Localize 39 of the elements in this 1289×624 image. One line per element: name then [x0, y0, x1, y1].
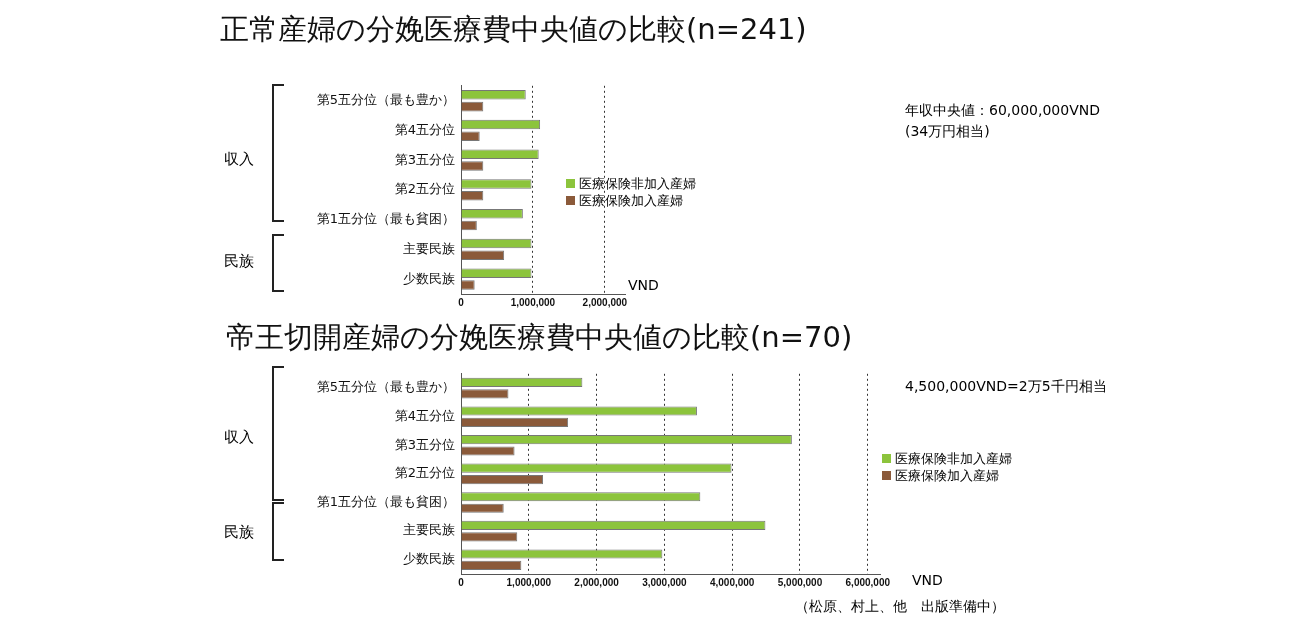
x-axis-title: VND [912, 571, 943, 590]
y-tick-label: 第3五分位 [394, 436, 455, 452]
text: 民族 [224, 523, 254, 542]
legend-label: 医療保険加入産婦 [578, 192, 684, 209]
y-tick-label: 第1五分位（最も貧困） [316, 211, 455, 227]
text: 年収中央値：60,000,000VND (34万円相当) [905, 101, 1100, 141]
x-axis-title: VND [628, 276, 659, 295]
y-tick-label: 第4五分位 [394, 121, 455, 137]
x-tick-label: 0 [458, 576, 465, 588]
x-tick-label: 5,000,000 [777, 576, 823, 588]
y-tick-label: 主要民族 [403, 240, 455, 256]
text: 収入 [224, 428, 254, 447]
x-tick-label: 1,000,000 [506, 576, 552, 588]
x-tick-label: 3,000,000 [642, 576, 688, 588]
x-tick-label: 2,000,000 [582, 296, 628, 308]
y-tick-label: 主要民族 [403, 522, 455, 538]
text: 民族 [224, 252, 254, 271]
x-tick-label: 4,000,000 [709, 576, 755, 588]
text: 収入 [224, 150, 254, 169]
text: 4,500,000VND=2万5千円相当 [905, 377, 1107, 396]
x-tick-label: 0 [458, 296, 465, 308]
chart-title: 帝王切開産婦の分娩医療費中央値の比較(n=70) [226, 319, 853, 356]
y-tick-label: 少数民族 [403, 551, 455, 567]
legend-label: 医療保険非加入産婦 [894, 450, 1012, 467]
y-tick-label: 第2五分位 [394, 465, 455, 481]
y-tick-label: 第3五分位 [394, 151, 455, 167]
y-tick-label: 少数民族 [403, 270, 455, 286]
x-tick-label: 1,000,000 [510, 296, 556, 308]
chart-title: 正常産婦の分娩医療費中央値の比較(n=241) [220, 11, 807, 48]
x-tick-label: 2,000,000 [574, 576, 620, 588]
y-tick-label: 第4五分位 [394, 408, 455, 424]
legend-label: 医療保険加入産婦 [894, 467, 1000, 484]
y-tick-label: 第2五分位 [394, 181, 455, 197]
legend-label: 医療保険非加入産婦 [578, 175, 696, 192]
y-tick-label: 第1五分位（最も貧困） [316, 493, 455, 509]
y-tick-label: 第5五分位（最も豊か） [316, 92, 455, 108]
y-tick-label: 第5五分位（最も豊か） [316, 379, 455, 395]
text: （松原、村上、他 出版準備中） [795, 597, 1005, 616]
x-tick-label: 6,000,000 [845, 576, 891, 588]
